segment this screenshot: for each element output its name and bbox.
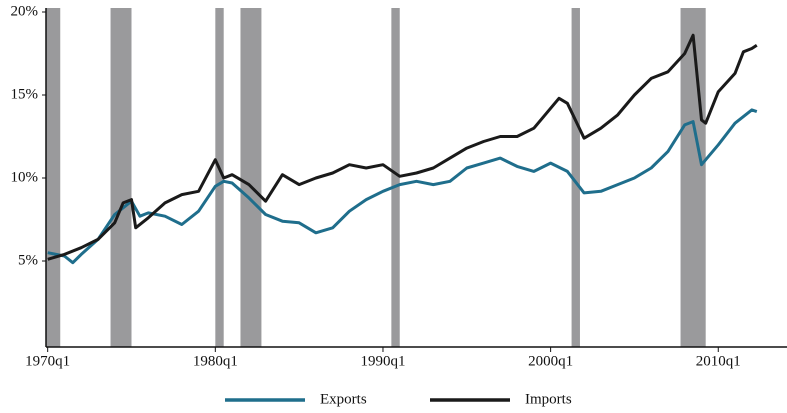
- shaded-period: [215, 8, 224, 347]
- x-tick-label: 1990q1: [360, 353, 405, 369]
- shaded-period: [680, 8, 706, 347]
- y-tick-label: 10%: [11, 169, 39, 185]
- plot-lines: [47, 33, 758, 265]
- shaded-period: [240, 8, 262, 347]
- shaded-period: [571, 8, 580, 347]
- x-tick-label: 2000q1: [528, 353, 573, 369]
- x-tick-label: 2010q1: [696, 353, 741, 369]
- shaded-period: [46, 8, 61, 347]
- shaded-period: [110, 8, 132, 347]
- shaded-periods: [46, 8, 706, 347]
- series-line: [47, 33, 758, 261]
- x-tick-label: 1980q1: [193, 353, 238, 369]
- series-line: [47, 108, 758, 265]
- shaded-period: [391, 8, 400, 347]
- legend-label: Imports: [525, 391, 572, 407]
- legend-label: Exports: [320, 391, 367, 407]
- x-tick-label: 1970q1: [25, 353, 70, 369]
- y-tick-label: 15%: [11, 86, 39, 102]
- y-tick-label: 20%: [11, 3, 39, 19]
- y-tick-label: 5%: [18, 252, 38, 268]
